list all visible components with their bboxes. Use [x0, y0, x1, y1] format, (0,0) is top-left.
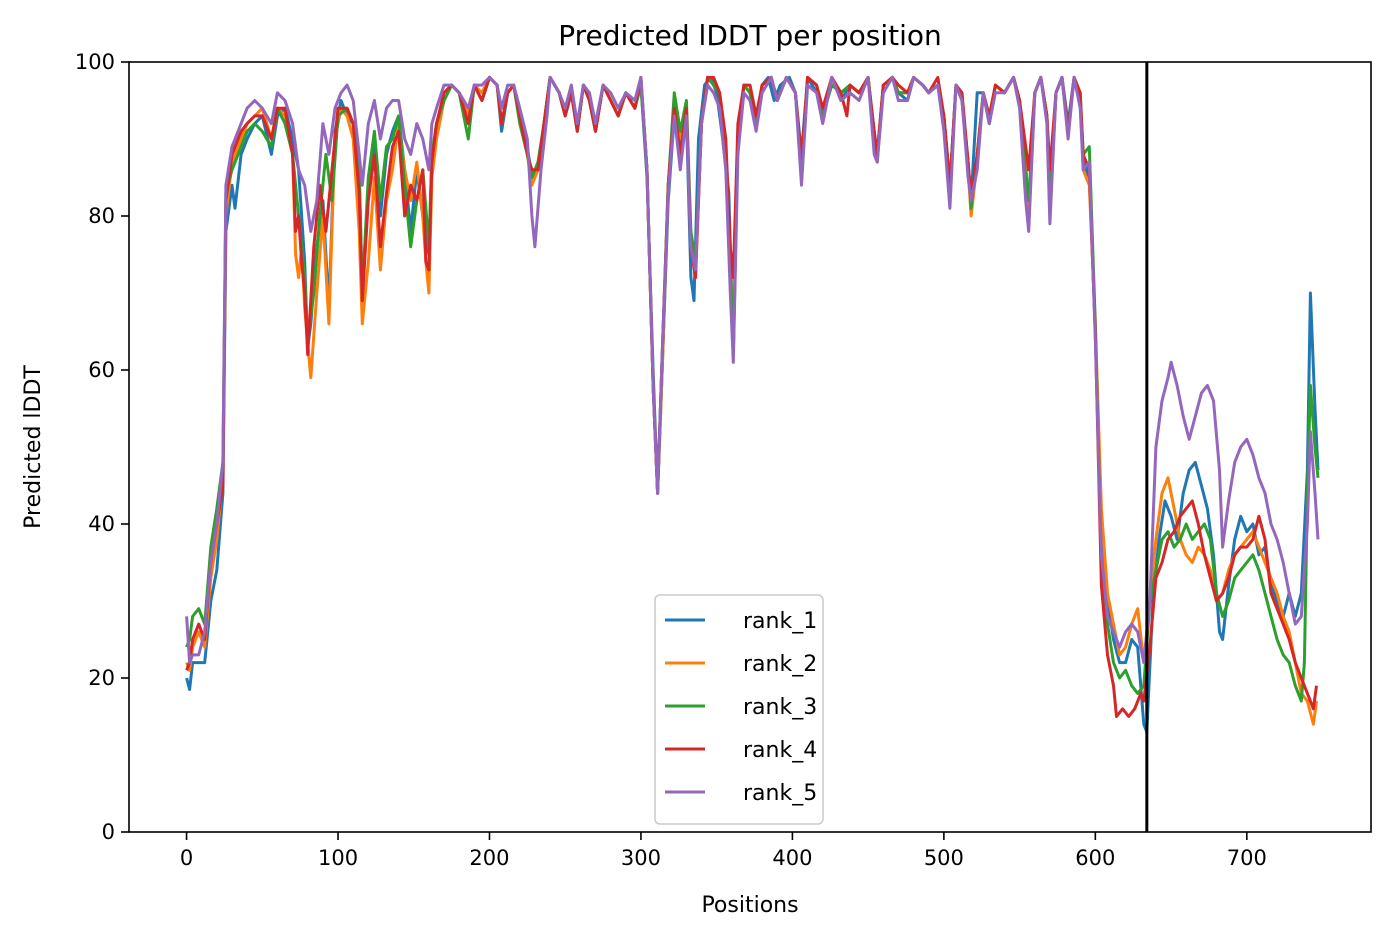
x-axis-ticks: 0 100 200 300 400 500 600 700	[180, 832, 1267, 870]
y-axis-label: Predicted lDDT	[21, 365, 46, 529]
y-axis-ticks: 0 20 40 60 80 100	[75, 50, 129, 844]
y-tick-label: 100	[75, 50, 115, 74]
x-tick-label: 0	[180, 846, 193, 870]
legend-label-rank-2: rank_2	[743, 652, 817, 677]
legend-label-rank-3: rank_3	[743, 695, 817, 720]
x-tick-label: 400	[772, 846, 812, 870]
x-axis-label: Positions	[701, 893, 798, 918]
x-tick-label: 600	[1075, 846, 1115, 870]
series-line-rank-4	[185, 75, 1318, 718]
legend-box	[654, 594, 824, 825]
x-tick-label: 500	[924, 846, 964, 870]
legend-label-rank-5: rank_5	[743, 781, 817, 806]
y-tick-label: 80	[88, 204, 115, 228]
y-tick-label: 0	[102, 820, 115, 844]
y-tick-label: 60	[88, 358, 115, 382]
x-tick-label: 200	[469, 846, 509, 870]
legend-label-rank-4: rank_4	[743, 738, 817, 763]
y-tick-label: 20	[88, 666, 115, 690]
legend-label-rank-1: rank_1	[743, 609, 817, 634]
chart-legend: rank_1 rank_2 rank_3 rank_4 rank_5	[654, 594, 824, 825]
plot-frame	[128, 61, 1372, 833]
y-tick-label: 40	[88, 512, 115, 536]
x-tick-label: 100	[318, 846, 358, 870]
x-tick-label: 300	[621, 846, 661, 870]
x-tick-label: 700	[1227, 846, 1267, 870]
chart-title: Predicted lDDT per position	[558, 19, 942, 52]
